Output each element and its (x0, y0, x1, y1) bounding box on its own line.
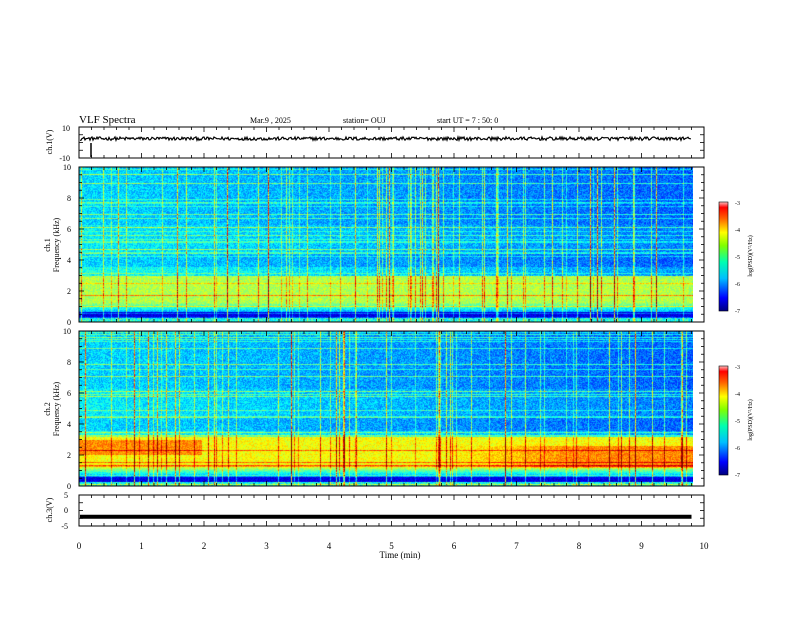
ch1-ytick-10: 10 (63, 163, 71, 172)
ch1-ytick-top: 10 (62, 124, 70, 133)
ch2-ytick-10: 10 (63, 327, 71, 336)
ch2-colorbar-gradient (718, 365, 729, 476)
ch1-spectrogram-panel: 0 2 4 6 8 10 ch.1 Frequency (kHz) (43, 163, 705, 327)
ch1-cbar-tick-m5: -5 (735, 255, 740, 261)
ch2-cbar-tick-m5: -5 (735, 419, 740, 425)
ch2-cbar-tick-m3: -3 (735, 365, 740, 371)
ch2-cbar-tick-m4: -4 (735, 392, 740, 398)
ch2-colorbar: -3 -4 -5 -6 -7 log(PSD)(V²/Hz) (718, 365, 754, 479)
ch1-waveform-series (80, 134, 692, 143)
ch3-ytick-m5: -5 (61, 522, 68, 531)
xtick-7: 7 (514, 541, 519, 551)
ch1-ytick-0: 0 (67, 318, 71, 327)
ch2-ytick-8: 8 (67, 358, 71, 367)
ch1-cbar-tick-m6: -6 (735, 282, 740, 288)
ch2-cbar-label: log(PSD)(V²/Hz) (747, 399, 754, 440)
ch1-panel-label: ch.1 (43, 238, 52, 252)
xtick-4: 4 (327, 541, 332, 551)
x-axis-label: Time (min) (380, 550, 421, 560)
ch2-spectrogram-holder (79, 331, 693, 486)
ch2-ytick-4: 4 (67, 420, 71, 429)
xtick-6: 6 (452, 541, 457, 551)
ch1-ytick-8: 8 (67, 194, 71, 203)
x-axis-tick-labels: 0 1 2 3 4 5 6 7 8 9 10 (77, 541, 709, 551)
ch1-waveform-panel: 10 -10 ch.1(V) (45, 124, 705, 163)
ch2-spectrogram-panel: 0 2 4 6 8 10 ch.2 Frequency (kHz) (43, 327, 705, 491)
xtick-1: 1 (139, 541, 144, 551)
ch1-spectrogram-image (79, 167, 693, 322)
xtick-5: 5 (389, 541, 394, 551)
station-label: station= OUJ (343, 116, 386, 125)
ch3-panel: 5 0 -5 ch.3(V) (45, 491, 705, 531)
ch2-ytick-6: 6 (67, 389, 71, 398)
ch1-ytick-4: 4 (67, 256, 71, 265)
ch2-freq-label: Frequency (kHz) (52, 381, 61, 436)
ch1-colorbar: -3 -4 -5 -6 -7 log(PSD)(V²/Hz) (718, 201, 754, 315)
ch2-panel-label: ch.2 (43, 402, 52, 416)
xtick-9: 9 (639, 541, 644, 551)
ch2-ytick-0: 0 (67, 482, 71, 491)
ch1-ylabel: ch.1(V) (45, 129, 54, 154)
ch1-cbar-tick-m3: -3 (735, 201, 740, 207)
xtick-2: 2 (202, 541, 207, 551)
ch3-ytick-0: 0 (64, 506, 68, 515)
xtick-0: 0 (77, 541, 82, 551)
ch1-colorbar-gradient (718, 201, 729, 312)
ch2-cbar-tick-m7: -7 (735, 473, 740, 479)
ch1-ytick-bottom: -10 (59, 154, 70, 163)
start-time-label: start UT = 7 : 50: 0 (437, 116, 498, 125)
ch2-spectrogram-image (79, 331, 693, 486)
ch1-cbar-tick-m4: -4 (735, 228, 740, 234)
xtick-8: 8 (577, 541, 582, 551)
ch1-freq-label: Frequency (kHz) (52, 217, 61, 272)
ch3-ylabel: ch.3(V) (45, 497, 54, 522)
ch2-cbar-tick-m6: -6 (735, 446, 740, 452)
xtick-3: 3 (264, 541, 269, 551)
ch1-spectrogram-holder (79, 167, 693, 322)
figure-title: VLF Spectra (79, 114, 136, 126)
ch1-waveform-frame (78, 126, 705, 159)
date-label: Mar.9 , 2025 (250, 116, 291, 125)
ch1-ytick-2: 2 (67, 287, 71, 296)
ch1-cbar-label: log(PSD)(V²/Hz) (747, 235, 754, 276)
ch3-ytick-5: 5 (64, 491, 68, 500)
ch2-ytick-2: 2 (67, 451, 71, 460)
ch1-ytick-6: 6 (67, 225, 71, 234)
ch1-cbar-tick-m7: -7 (735, 309, 740, 315)
axis-ticks (78, 126, 705, 527)
xtick-10: 10 (700, 541, 710, 551)
